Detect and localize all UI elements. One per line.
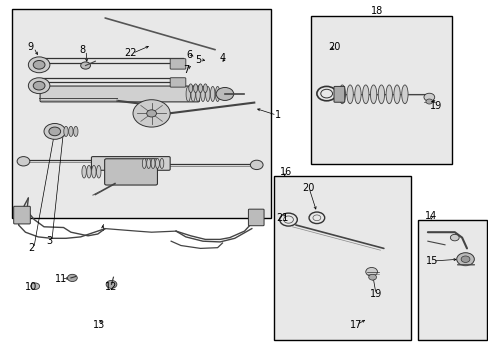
Ellipse shape: [142, 158, 146, 168]
Circle shape: [425, 99, 432, 104]
FancyBboxPatch shape: [170, 78, 185, 87]
Ellipse shape: [146, 158, 150, 168]
Ellipse shape: [151, 158, 155, 168]
Text: 20: 20: [328, 42, 340, 52]
Text: 10: 10: [25, 282, 38, 292]
Circle shape: [133, 100, 170, 127]
Text: 12: 12: [105, 282, 117, 292]
Text: 9: 9: [27, 42, 33, 52]
FancyBboxPatch shape: [333, 86, 344, 102]
Text: 21: 21: [276, 213, 288, 223]
Text: 3: 3: [46, 236, 53, 246]
Ellipse shape: [193, 84, 197, 93]
Circle shape: [365, 267, 377, 276]
Bar: [273, 176, 410, 340]
Circle shape: [423, 93, 434, 101]
Circle shape: [67, 274, 77, 282]
Ellipse shape: [82, 165, 86, 178]
Circle shape: [44, 123, 65, 139]
Circle shape: [33, 60, 45, 69]
Circle shape: [33, 81, 45, 90]
Ellipse shape: [386, 85, 391, 104]
Ellipse shape: [370, 85, 376, 104]
Text: 11: 11: [55, 274, 67, 284]
Circle shape: [456, 253, 473, 266]
FancyBboxPatch shape: [40, 86, 199, 102]
Ellipse shape: [201, 86, 205, 102]
Bar: [12, 9, 271, 218]
Text: 14: 14: [425, 211, 437, 221]
Bar: [310, 16, 451, 164]
FancyBboxPatch shape: [91, 157, 170, 170]
FancyBboxPatch shape: [14, 206, 30, 224]
Circle shape: [28, 57, 50, 73]
Ellipse shape: [210, 86, 215, 102]
Text: 5: 5: [195, 55, 202, 65]
Ellipse shape: [188, 84, 192, 93]
Text: 20: 20: [302, 183, 314, 193]
Ellipse shape: [401, 85, 407, 104]
Circle shape: [49, 127, 61, 136]
Text: 7: 7: [183, 65, 189, 75]
Ellipse shape: [68, 126, 73, 136]
Ellipse shape: [205, 86, 210, 102]
Text: 16: 16: [280, 167, 292, 177]
Text: 22: 22: [124, 48, 137, 58]
Ellipse shape: [346, 85, 352, 104]
Ellipse shape: [87, 165, 91, 178]
Ellipse shape: [203, 84, 207, 93]
Ellipse shape: [195, 86, 200, 102]
Ellipse shape: [215, 86, 220, 102]
Ellipse shape: [160, 158, 163, 168]
Ellipse shape: [198, 84, 202, 93]
Circle shape: [146, 110, 156, 117]
Circle shape: [31, 283, 40, 289]
Circle shape: [460, 256, 469, 262]
Circle shape: [106, 280, 117, 288]
Ellipse shape: [354, 85, 360, 104]
Ellipse shape: [362, 85, 368, 104]
Ellipse shape: [393, 85, 399, 104]
Ellipse shape: [63, 126, 68, 136]
Text: 19: 19: [429, 101, 442, 111]
Circle shape: [216, 87, 233, 100]
Ellipse shape: [155, 158, 159, 168]
Ellipse shape: [339, 85, 345, 104]
Text: 15: 15: [426, 256, 438, 266]
Ellipse shape: [185, 86, 190, 102]
Text: 4: 4: [219, 53, 225, 63]
Text: 2: 2: [28, 243, 35, 253]
Circle shape: [449, 234, 458, 241]
Text: 13: 13: [93, 320, 105, 330]
Circle shape: [368, 274, 376, 280]
Ellipse shape: [73, 126, 78, 136]
FancyBboxPatch shape: [248, 209, 264, 226]
Ellipse shape: [96, 165, 101, 178]
Circle shape: [250, 160, 263, 170]
Ellipse shape: [377, 85, 384, 104]
Ellipse shape: [92, 165, 96, 178]
Text: 17: 17: [349, 320, 362, 330]
Text: 6: 6: [186, 50, 192, 60]
Text: 19: 19: [369, 289, 381, 299]
Bar: [417, 220, 486, 340]
FancyBboxPatch shape: [104, 159, 157, 185]
Text: 8: 8: [80, 45, 86, 55]
FancyBboxPatch shape: [170, 59, 185, 69]
Text: 1: 1: [274, 110, 281, 120]
Circle shape: [28, 78, 50, 94]
Circle shape: [81, 62, 90, 69]
Text: 18: 18: [370, 6, 382, 16]
Circle shape: [17, 157, 30, 166]
Ellipse shape: [190, 86, 195, 102]
